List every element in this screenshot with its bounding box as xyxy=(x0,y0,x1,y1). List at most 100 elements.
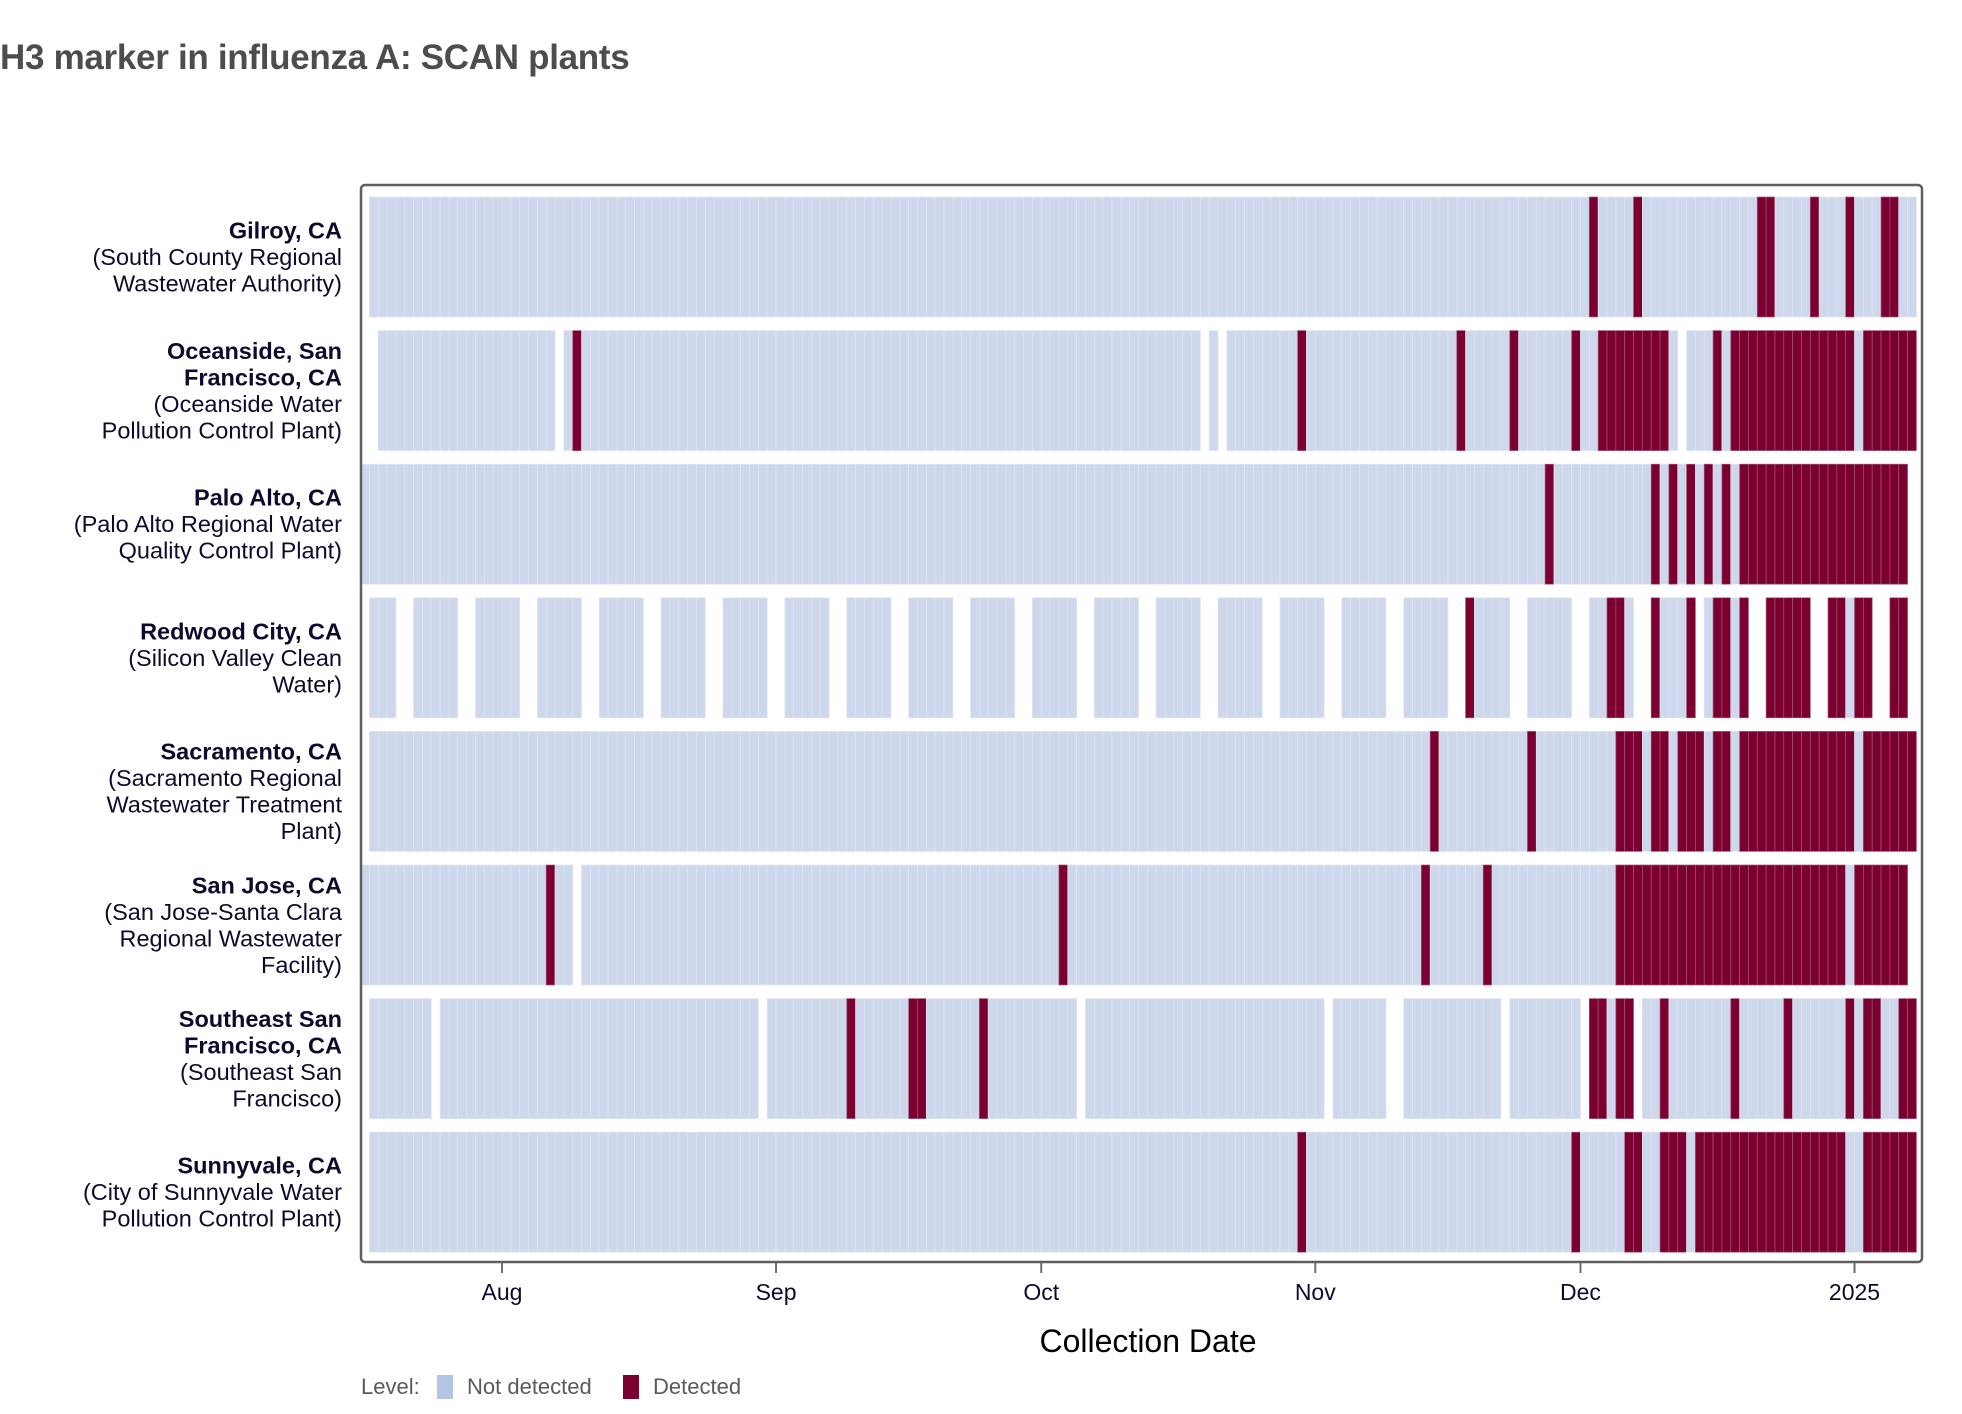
cell-not-detected xyxy=(1253,597,1263,719)
cell-not-detected xyxy=(501,1131,512,1253)
cell-not-detected xyxy=(819,1131,830,1253)
cell-detected xyxy=(1703,463,1714,585)
cell-not-detected xyxy=(607,196,618,318)
cell-not-detected xyxy=(1394,731,1405,852)
cell-not-detected xyxy=(1394,463,1405,585)
cell-not-detected xyxy=(917,597,927,719)
cell-detected xyxy=(1792,463,1802,585)
cell-not-detected xyxy=(1253,463,1263,585)
cell-detected xyxy=(1792,330,1802,451)
cell-not-detected xyxy=(651,998,662,1119)
y-label-city: Sacramento, CA xyxy=(160,739,342,765)
cell-not-detected xyxy=(1032,330,1042,451)
cell-not-detected xyxy=(1288,864,1298,986)
cell-not-detected xyxy=(1606,463,1617,585)
cell-not-detected xyxy=(1102,196,1113,318)
cell-not-detected xyxy=(1500,1131,1511,1253)
cell-not-detected xyxy=(1491,864,1502,986)
cell-not-detected xyxy=(1032,597,1042,719)
cell-not-detected xyxy=(1412,463,1422,585)
cell-not-detected xyxy=(1332,864,1343,986)
cell-not-detected xyxy=(457,463,467,585)
cell-detected xyxy=(1898,1131,1908,1253)
cell-not-detected xyxy=(1447,463,1458,585)
cell-not-detected xyxy=(1509,864,1519,986)
cell-not-detected xyxy=(881,196,892,318)
cell-not-detected xyxy=(943,330,954,451)
cell-detected xyxy=(1756,731,1767,852)
cell-not-detected xyxy=(1226,1131,1237,1253)
cell-detected xyxy=(1721,1131,1732,1253)
cell-not-detected xyxy=(987,864,998,986)
cell-not-detected xyxy=(430,330,441,451)
cell-detected xyxy=(1809,196,1820,318)
cell-not-detected xyxy=(749,998,759,1119)
cell-not-detected xyxy=(687,196,697,318)
cell-detected xyxy=(1615,731,1626,852)
cell-not-detected xyxy=(1288,597,1298,719)
cell-not-detected xyxy=(369,731,379,852)
cell-not-detected xyxy=(1014,864,1024,986)
cell-not-detected xyxy=(811,998,821,1119)
cell-not-detected xyxy=(864,731,874,852)
cell-not-detected xyxy=(987,731,998,852)
cell-not-detected xyxy=(996,330,1007,451)
cell-not-detected xyxy=(722,196,733,318)
cell-detected xyxy=(1668,1131,1679,1253)
y-label-city: Francisco, CA xyxy=(184,364,342,390)
cell-detected xyxy=(1871,731,1882,852)
cell-not-detected xyxy=(1474,998,1484,1119)
cell-detected xyxy=(1889,330,1900,451)
cell-not-detected xyxy=(1703,330,1714,451)
cell-not-detected xyxy=(1447,731,1458,852)
heatmap-cells xyxy=(360,196,1917,1253)
cell-not-detected xyxy=(492,864,503,986)
cell-not-detected xyxy=(1474,330,1484,451)
cell-not-detected xyxy=(1191,330,1201,451)
cell-not-detected xyxy=(1385,731,1396,852)
cell-not-detected xyxy=(1288,731,1298,852)
cell-detected xyxy=(1898,864,1908,986)
cell-not-detected xyxy=(581,463,591,585)
cell-not-detected xyxy=(943,864,954,986)
cell-not-detected xyxy=(590,330,600,451)
cell-not-detected xyxy=(828,330,839,451)
cell-not-detected xyxy=(722,864,733,986)
cell-not-detected xyxy=(1102,330,1113,451)
cell-not-detected xyxy=(528,864,538,986)
cell-detected xyxy=(1898,731,1908,852)
cell-detected xyxy=(1739,463,1749,585)
cell-not-detected xyxy=(1588,1131,1599,1253)
cell-not-detected xyxy=(554,1131,565,1253)
cell-not-detected xyxy=(943,731,954,852)
cell-not-detected xyxy=(1359,463,1369,585)
cell-not-detected xyxy=(1447,196,1458,318)
cell-detected xyxy=(1527,731,1537,852)
y-label-city: Gilroy, CA xyxy=(229,218,342,244)
cell-not-detected xyxy=(413,330,423,451)
cell-not-detected xyxy=(590,196,600,318)
cell-not-detected xyxy=(1049,1131,1060,1253)
cell-not-detected xyxy=(1421,330,1431,451)
cell-not-detected xyxy=(1244,330,1254,451)
cell-detected xyxy=(1871,864,1882,986)
cell-not-detected xyxy=(872,463,883,585)
cell-not-detected xyxy=(1146,463,1157,585)
cell-not-detected xyxy=(386,731,397,852)
cell-not-detected xyxy=(758,196,768,318)
cell-not-detected xyxy=(651,731,662,852)
cell-not-detected xyxy=(1562,731,1572,852)
cell-not-detected xyxy=(1783,196,1793,318)
cell-not-detected xyxy=(1067,463,1077,585)
cell-not-detected xyxy=(598,998,609,1119)
cell-not-detected xyxy=(864,864,874,986)
cell-not-detected xyxy=(731,1131,742,1253)
y-label-plant: (Silicon Valley Clean xyxy=(128,645,342,671)
cell-not-detected xyxy=(377,998,388,1119)
cell-not-detected xyxy=(1040,864,1051,986)
cell-not-detected xyxy=(422,1131,432,1253)
cell-not-detected xyxy=(1014,196,1024,318)
cell-not-detected xyxy=(1102,1131,1113,1253)
cell-not-detected xyxy=(872,597,883,719)
cell-not-detected xyxy=(934,463,945,585)
